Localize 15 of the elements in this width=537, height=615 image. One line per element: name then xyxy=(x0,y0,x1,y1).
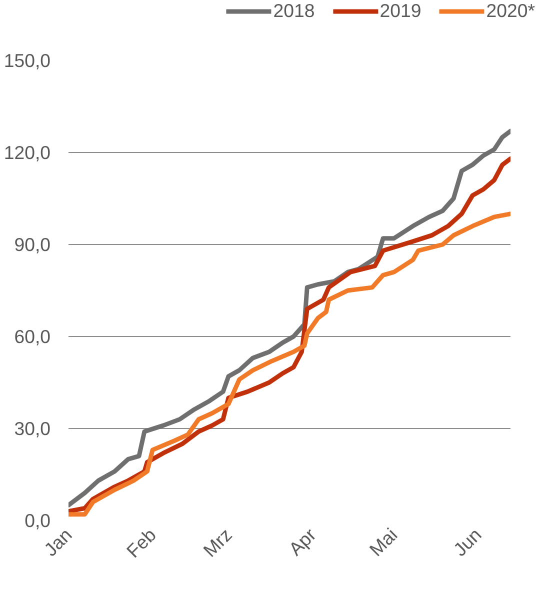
x-tick-label: Mai xyxy=(365,524,402,560)
legend-label: 2020* xyxy=(486,0,535,22)
y-tick-label: 90,0 xyxy=(14,234,50,255)
line-series xyxy=(68,212,510,517)
y-tick-label: 0,0 xyxy=(24,510,51,531)
x-tick-label: Mrz xyxy=(199,524,236,561)
legend-label: 2018 xyxy=(273,0,315,22)
x-tick-label: Feb xyxy=(122,524,160,562)
x-tick-label: Jun xyxy=(449,524,486,560)
legend-label: 2019 xyxy=(380,0,422,22)
y-tick-label: 150,0 xyxy=(4,50,50,71)
x-tick-label: Apr xyxy=(284,524,320,560)
y-tick-label: 30,0 xyxy=(14,418,50,439)
y-tick-label: 120,0 xyxy=(4,142,50,163)
y-tick-label: 60,0 xyxy=(14,326,50,347)
